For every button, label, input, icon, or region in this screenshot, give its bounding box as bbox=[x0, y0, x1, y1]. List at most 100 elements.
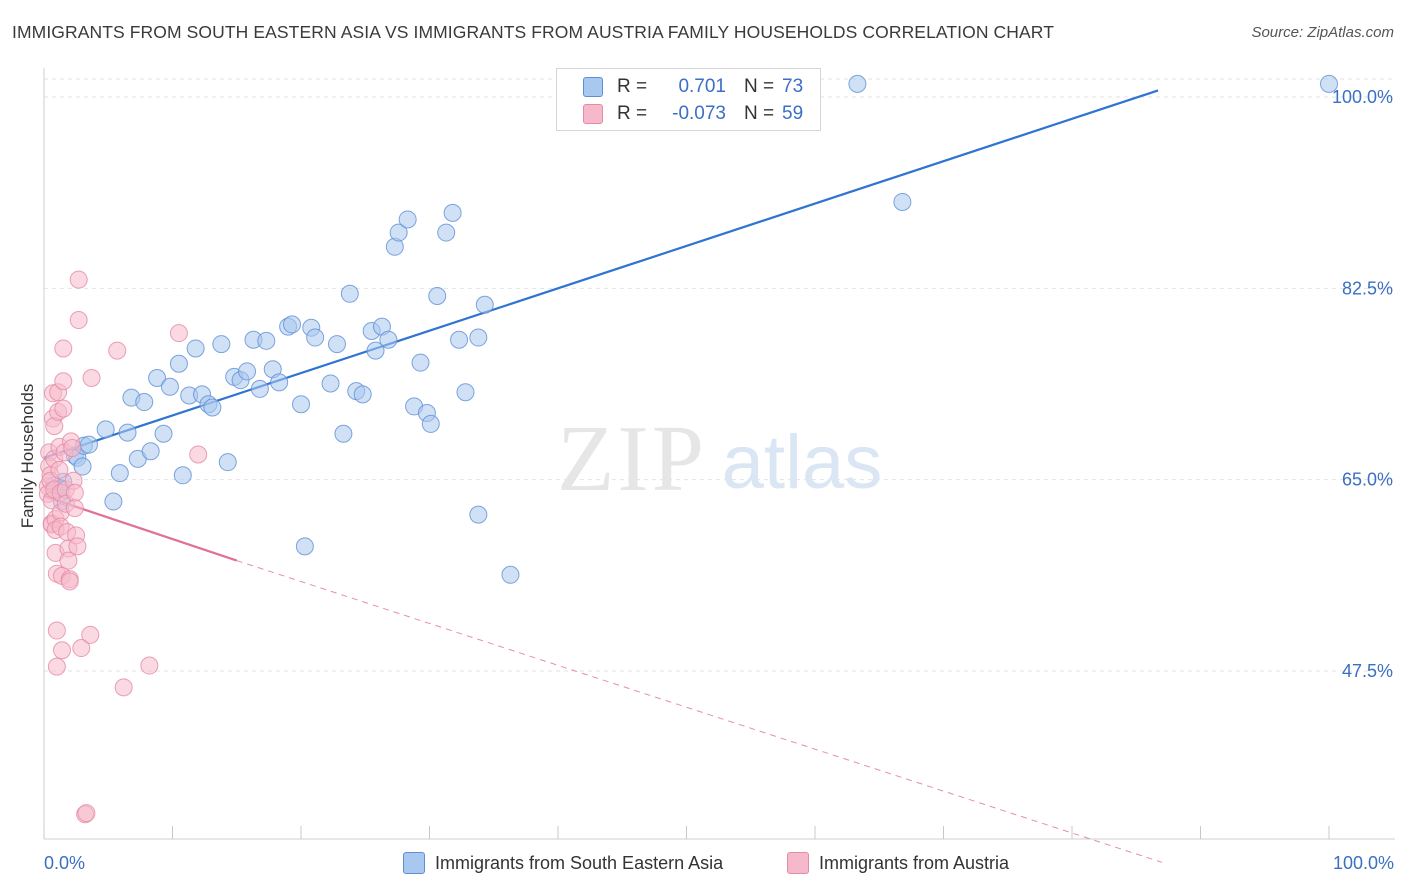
point-sea bbox=[292, 395, 310, 414]
trendline-sea bbox=[43, 89, 1159, 459]
point-sea bbox=[353, 385, 372, 404]
bottom-legend-swatch-blue bbox=[403, 852, 425, 874]
legend-n-value: 73 bbox=[782, 76, 804, 97]
bottom-legend-item-sea: Immigrants from South Eastern Asia bbox=[403, 852, 723, 874]
point-sea bbox=[306, 328, 325, 347]
point-austria bbox=[60, 572, 79, 591]
x-tick-label-max: 100.0% bbox=[1332, 853, 1394, 873]
point-sea bbox=[186, 339, 205, 358]
point-sea bbox=[73, 457, 92, 476]
point-austria bbox=[47, 657, 66, 676]
point-austria bbox=[108, 341, 127, 360]
point-austria bbox=[69, 311, 88, 330]
point-austria bbox=[81, 625, 100, 644]
point-sea bbox=[295, 537, 314, 556]
watermark: ZIP atlas bbox=[557, 407, 882, 511]
point-austria bbox=[54, 339, 73, 358]
legend-row-austria: R = -0.073 N = 59 bbox=[583, 102, 803, 126]
point-sea bbox=[203, 398, 222, 417]
trendline-austria-extension bbox=[236, 560, 1163, 863]
point-austria bbox=[65, 499, 84, 518]
point-sea bbox=[321, 374, 340, 393]
point-sea bbox=[501, 565, 520, 584]
point-sea bbox=[96, 420, 115, 439]
correlation-legend: R = 0.701 N = 73 R = -0.073 N = 59 bbox=[556, 68, 821, 131]
point-sea bbox=[456, 383, 475, 402]
watermark-zip: ZIP bbox=[557, 407, 707, 511]
point-sea bbox=[450, 330, 469, 349]
legend-r-label: R = bbox=[617, 76, 648, 97]
point-sea bbox=[257, 331, 276, 350]
legend-r-label: R = bbox=[617, 103, 648, 124]
points-layer bbox=[38, 74, 1338, 824]
point-sea bbox=[270, 373, 289, 392]
point-sea bbox=[848, 74, 867, 93]
point-sea bbox=[411, 353, 430, 372]
point-sea bbox=[469, 328, 488, 347]
point-sea bbox=[475, 295, 494, 314]
point-sea bbox=[169, 354, 188, 373]
point-austria bbox=[54, 399, 73, 418]
point-sea bbox=[428, 286, 447, 305]
point-sea bbox=[283, 315, 302, 334]
x-tick-label-min: 0.0% bbox=[44, 853, 86, 873]
point-austria bbox=[63, 438, 82, 457]
y-tick-label: 47.5% bbox=[1342, 661, 1393, 681]
legend-n-value: 59 bbox=[782, 103, 804, 124]
point-sea bbox=[334, 424, 353, 443]
point-sea bbox=[79, 435, 98, 454]
point-sea bbox=[327, 335, 346, 354]
point-austria bbox=[72, 639, 91, 658]
point-sea bbox=[443, 203, 462, 222]
bottom-legend-item-austria: Immigrants from Austria bbox=[787, 852, 1009, 874]
y-tick-label: 82.5% bbox=[1342, 278, 1393, 298]
point-austria bbox=[50, 460, 69, 479]
chart-source: Source: ZipAtlas.com bbox=[1251, 24, 1394, 41]
point-austria bbox=[65, 483, 84, 502]
point-sea bbox=[118, 423, 137, 442]
point-sea bbox=[218, 453, 237, 472]
point-sea bbox=[469, 505, 488, 524]
legend-swatch-blue bbox=[583, 77, 603, 97]
point-sea bbox=[340, 284, 359, 303]
point-sea bbox=[398, 210, 417, 229]
y-axis-label: Family Households bbox=[18, 383, 37, 529]
watermark-atlas: atlas bbox=[722, 420, 883, 505]
point-austria bbox=[169, 324, 188, 343]
point-austria bbox=[77, 804, 96, 823]
point-sea bbox=[160, 377, 179, 396]
point-sea bbox=[366, 341, 385, 360]
y-tick-label: 65.0% bbox=[1342, 470, 1393, 490]
legend-n-label: N = bbox=[744, 76, 775, 97]
point-sea bbox=[379, 330, 398, 349]
chart-title: IMMIGRANTS FROM SOUTH EASTERN ASIA VS IM… bbox=[12, 22, 1055, 42]
legend-n-label: N = bbox=[744, 103, 775, 124]
point-sea bbox=[135, 393, 154, 412]
point-sea bbox=[110, 464, 129, 483]
point-austria bbox=[68, 537, 87, 556]
point-sea bbox=[421, 414, 440, 433]
point-austria bbox=[47, 621, 66, 640]
point-sea bbox=[141, 442, 160, 461]
point-austria bbox=[69, 270, 88, 289]
point-austria bbox=[82, 368, 101, 387]
point-austria bbox=[54, 372, 73, 391]
point-sea bbox=[389, 223, 408, 242]
point-austria bbox=[189, 445, 208, 464]
legend-row-sea: R = 0.701 N = 73 bbox=[583, 75, 803, 99]
bottom-legend-label-austria: Immigrants from Austria bbox=[819, 852, 1010, 873]
point-sea bbox=[893, 192, 912, 211]
point-austria bbox=[52, 641, 71, 660]
point-sea bbox=[238, 362, 257, 381]
point-sea bbox=[1320, 74, 1338, 93]
point-sea bbox=[437, 223, 456, 242]
point-austria bbox=[140, 656, 159, 675]
point-austria bbox=[59, 551, 78, 570]
bottom-legend-swatch-pink bbox=[787, 852, 809, 874]
point-sea bbox=[212, 335, 231, 354]
legend-r-value: 0.701 bbox=[678, 76, 726, 97]
point-sea bbox=[250, 379, 269, 398]
axis-layer: 47.5% 65.0% 82.5% 100.0% bbox=[43, 68, 1395, 840]
point-sea bbox=[104, 492, 123, 511]
